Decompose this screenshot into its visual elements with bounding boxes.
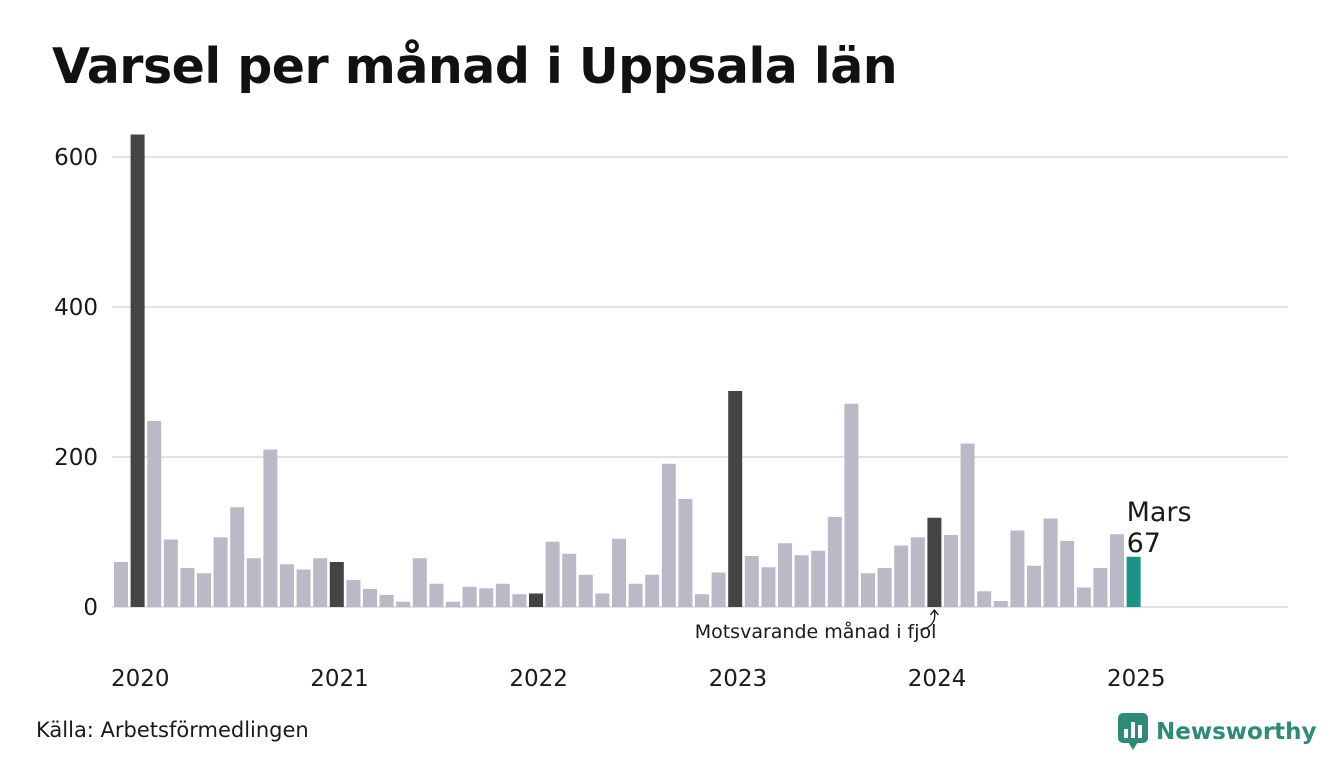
bar-2022-01 — [512, 594, 527, 607]
bar-2021-10 — [462, 586, 477, 607]
bar-2023-11 — [877, 568, 892, 607]
bar-2020-08 — [230, 507, 245, 607]
bar-2022-08 — [628, 583, 643, 607]
bar-2021-11 — [479, 588, 494, 607]
bar-2023-10 — [861, 573, 875, 607]
x-tick-label-2021: 2021 — [310, 666, 369, 692]
bar-2023-02 — [728, 391, 743, 607]
annotation-label: Motsvarande månad i fjol — [695, 620, 937, 643]
bar-2021-04 — [363, 589, 377, 607]
bar-2023-07 — [811, 550, 826, 607]
bar-2021-06 — [396, 601, 411, 607]
bar-2023-05 — [778, 543, 792, 607]
bar-2025-01 — [1110, 534, 1124, 607]
x-tick-label-2025: 2025 — [1107, 666, 1166, 692]
bar-2024-09 — [1043, 518, 1058, 607]
bar-2020-02 — [130, 134, 145, 607]
x-axis-tick-labels: 2020 2021 2022 2023 2024 2025 — [111, 666, 1166, 692]
bar-2023-06 — [794, 555, 809, 607]
bar-2024-04 — [960, 443, 975, 607]
bar-2024-01 — [910, 537, 925, 607]
bar-2021-03 — [346, 580, 361, 607]
bar-2024-11 — [1076, 587, 1091, 607]
x-tick-label-2022: 2022 — [509, 666, 568, 692]
y-tick-label-600: 600 — [54, 145, 98, 171]
source-note: Källa: Arbetsförmedlingen — [36, 718, 309, 742]
bar-2023-09 — [844, 403, 859, 607]
y-tick-label-400: 400 — [54, 295, 98, 321]
bar-2024-10 — [1060, 541, 1075, 607]
x-tick-label-2020: 2020 — [111, 666, 170, 692]
bar-2021-05 — [379, 595, 394, 607]
bar-2025-02 — [1126, 556, 1141, 607]
y-tick-label-0: 0 — [83, 595, 98, 621]
bar-2022-03 — [545, 541, 560, 607]
bar-2020-06 — [197, 573, 211, 607]
bar-2022-11 — [678, 499, 693, 607]
bar-2020-12 — [296, 569, 311, 607]
bar-2024-05 — [977, 591, 992, 607]
highlight-value-label: 67 — [1127, 528, 1161, 559]
chart-title: Varsel per månad i Uppsala län — [52, 38, 898, 95]
bar-2024-12 — [1093, 568, 1108, 607]
bar-2022-12 — [695, 594, 709, 607]
newsworthy-logo-icon — [1118, 713, 1148, 750]
annotation-group: Motsvarande månad i fjol — [695, 608, 939, 643]
bar-2023-08 — [827, 517, 842, 607]
bar-2021-08 — [429, 583, 444, 607]
bar-2024-03 — [944, 535, 958, 607]
bar-2021-01 — [313, 558, 328, 607]
bar-2020-09 — [246, 558, 261, 607]
bar-2022-09 — [645, 574, 660, 607]
highlight-label-group: Mars 67 — [1127, 497, 1192, 559]
bar-2020-03 — [147, 421, 162, 607]
bar-2024-02 — [927, 517, 942, 607]
bar-2023-12 — [894, 545, 909, 607]
bar-2024-08 — [1027, 565, 1041, 607]
bar-2024-07 — [1010, 530, 1025, 607]
highlight-month-label: Mars — [1127, 497, 1192, 528]
bar-2020-04 — [163, 539, 178, 607]
bar-2022-05 — [578, 574, 593, 607]
y-axis-tick-labels: 0 200 400 600 — [54, 145, 98, 621]
bar-2022-02 — [529, 593, 543, 607]
bar-2022-04 — [562, 553, 577, 607]
bar-2020-10 — [263, 449, 278, 607]
bar-2023-03 — [744, 556, 759, 607]
bar-2022-07 — [612, 538, 626, 607]
bar-2020-05 — [180, 568, 195, 607]
bar-2023-04 — [761, 567, 776, 607]
bar-2023-01 — [711, 572, 726, 607]
bars — [114, 134, 1141, 607]
bar-2020-07 — [213, 537, 228, 607]
bar-2022-10 — [661, 463, 676, 607]
annotation-arrow — [920, 608, 939, 631]
bar-2021-12 — [495, 583, 510, 607]
bar-2020-01 — [114, 562, 128, 607]
x-tick-label-2023: 2023 — [709, 666, 768, 692]
bar-2021-09 — [446, 601, 460, 607]
bar-2022-06 — [595, 593, 610, 607]
y-tick-label-200: 200 — [54, 445, 98, 471]
brand-logo[interactable]: Newsworthy — [1118, 712, 1317, 752]
bar-2020-11 — [280, 564, 294, 607]
bar-2024-06 — [993, 601, 1008, 607]
bar-2021-07 — [412, 558, 427, 607]
bar-2021-02 — [329, 562, 344, 607]
x-tick-label-2024: 2024 — [908, 666, 967, 692]
brand-name: Newsworthy — [1156, 719, 1317, 745]
